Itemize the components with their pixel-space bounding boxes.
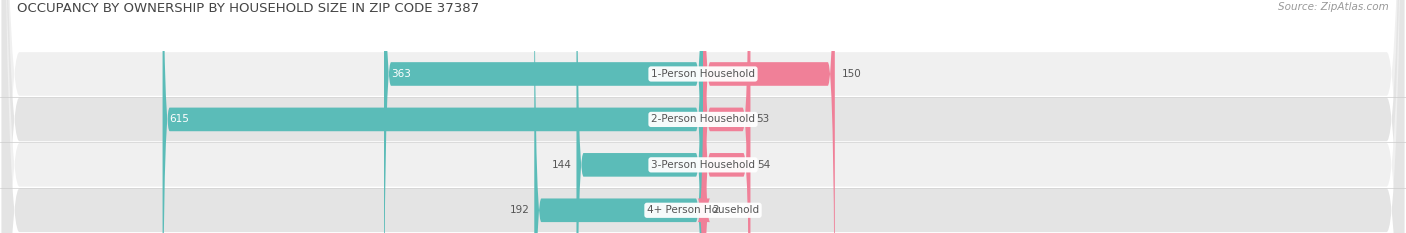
Text: 150: 150 <box>842 69 862 79</box>
Text: 2: 2 <box>711 205 718 215</box>
Text: 363: 363 <box>391 69 411 79</box>
Text: 615: 615 <box>170 114 190 124</box>
FancyBboxPatch shape <box>384 0 703 233</box>
FancyBboxPatch shape <box>703 0 835 233</box>
Text: 54: 54 <box>758 160 770 170</box>
Text: Source: ZipAtlas.com: Source: ZipAtlas.com <box>1278 2 1389 12</box>
Text: 144: 144 <box>553 160 572 170</box>
FancyBboxPatch shape <box>163 0 703 233</box>
FancyBboxPatch shape <box>576 0 703 233</box>
Text: 53: 53 <box>756 114 770 124</box>
Text: 2-Person Household: 2-Person Household <box>651 114 755 124</box>
FancyBboxPatch shape <box>703 0 751 233</box>
FancyBboxPatch shape <box>534 0 703 233</box>
Text: 3-Person Household: 3-Person Household <box>651 160 755 170</box>
FancyBboxPatch shape <box>703 0 749 233</box>
FancyBboxPatch shape <box>697 0 710 233</box>
Text: OCCUPANCY BY OWNERSHIP BY HOUSEHOLD SIZE IN ZIP CODE 37387: OCCUPANCY BY OWNERSHIP BY HOUSEHOLD SIZE… <box>17 2 479 15</box>
Text: 1-Person Household: 1-Person Household <box>651 69 755 79</box>
Text: 4+ Person Household: 4+ Person Household <box>647 205 759 215</box>
Text: 192: 192 <box>510 205 530 215</box>
